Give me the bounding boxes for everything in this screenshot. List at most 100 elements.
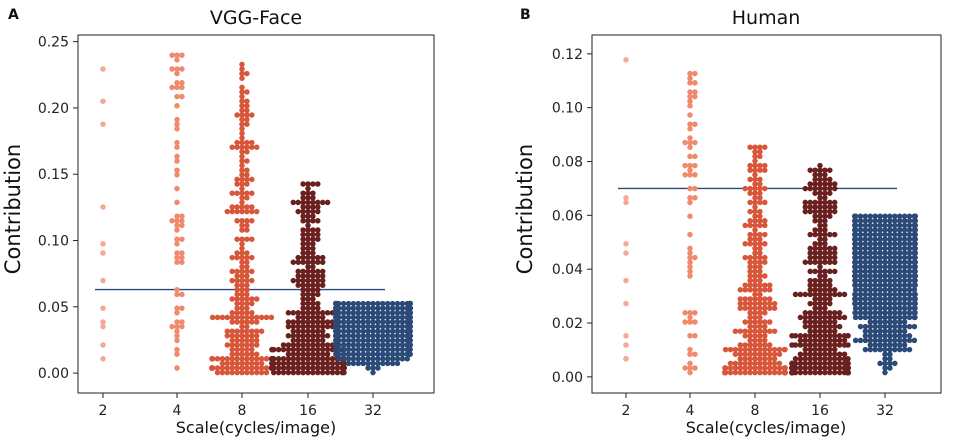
data-point [862, 333, 869, 339]
data-point [892, 245, 898, 252]
data-point [827, 245, 833, 252]
data-point [682, 139, 688, 146]
data-point [812, 360, 818, 367]
data-point [742, 333, 748, 339]
data-point [340, 300, 347, 307]
data-point [214, 365, 221, 371]
data-point [310, 323, 316, 330]
data-point [882, 300, 888, 307]
data-point [315, 273, 321, 279]
data-point [394, 310, 401, 316]
data-point [389, 351, 396, 357]
data-point [380, 337, 386, 344]
data-point [857, 273, 864, 279]
data-point [310, 369, 316, 376]
data-point [827, 337, 833, 344]
data-point [229, 337, 235, 344]
data-point [244, 259, 250, 265]
data-point [807, 208, 813, 215]
data-point [249, 369, 255, 376]
data-point [896, 213, 903, 219]
data-point [310, 328, 316, 334]
data-point [872, 277, 878, 284]
data-point [862, 241, 869, 247]
data-point [812, 204, 818, 210]
data-point [727, 369, 734, 376]
data-point [290, 360, 297, 367]
data-point [757, 300, 763, 307]
data-point [757, 181, 763, 187]
data-point [857, 245, 864, 252]
data-point [365, 337, 371, 344]
data-point [263, 356, 270, 362]
data-point [817, 190, 823, 196]
data-point [762, 328, 768, 334]
data-point [244, 305, 250, 311]
data-point [239, 342, 245, 348]
data-point [906, 241, 913, 247]
data-point [300, 199, 306, 206]
data-point [822, 333, 828, 339]
data-point [762, 369, 768, 376]
data-point [862, 231, 869, 238]
data-point [822, 346, 828, 353]
data-point [350, 351, 357, 357]
data-point [244, 346, 250, 353]
data-point [857, 310, 864, 316]
data-point [360, 300, 366, 307]
data-point [771, 360, 778, 367]
data-point [229, 333, 235, 339]
panel-letter: B [520, 7, 531, 23]
data-point [345, 310, 352, 316]
data-point [867, 323, 874, 330]
data-point [315, 342, 321, 348]
data-point [169, 323, 175, 330]
y-tick-label: 0.08 [552, 155, 583, 171]
data-point [345, 323, 352, 330]
data-point [229, 319, 235, 325]
data-point [239, 121, 245, 127]
data-point [310, 231, 316, 238]
data-point [239, 70, 245, 77]
data-point [253, 319, 260, 325]
data-point [687, 185, 693, 192]
data-point [817, 218, 823, 224]
data-point [360, 328, 366, 334]
data-point [310, 268, 316, 275]
data-point [812, 369, 818, 376]
data-point [831, 323, 838, 330]
data-point [887, 333, 893, 339]
data-point [892, 319, 898, 325]
data-point [239, 158, 245, 164]
data-point [831, 342, 838, 348]
data-point [812, 305, 818, 311]
data-point [776, 365, 783, 371]
data-point [762, 365, 768, 371]
data-point [295, 277, 301, 284]
data-point [239, 236, 245, 242]
data-point [857, 254, 864, 261]
data-point [384, 346, 391, 353]
data-point [896, 328, 903, 334]
data-point [345, 351, 352, 357]
data-point [224, 333, 231, 339]
data-point [807, 167, 813, 173]
data-point [244, 149, 250, 155]
data-point [244, 89, 250, 95]
data-point [244, 222, 250, 229]
data-point [300, 259, 306, 265]
data-point [757, 144, 763, 150]
data-point [310, 291, 316, 298]
data-point [807, 328, 813, 334]
data-point [305, 291, 311, 298]
data-point [812, 167, 818, 173]
data-point [752, 250, 758, 256]
data-point [807, 231, 813, 238]
data-point [797, 365, 804, 371]
data-point [906, 337, 913, 344]
data-point [762, 167, 768, 173]
data-point [857, 241, 864, 247]
data-point [757, 259, 763, 265]
data-point [263, 365, 270, 371]
